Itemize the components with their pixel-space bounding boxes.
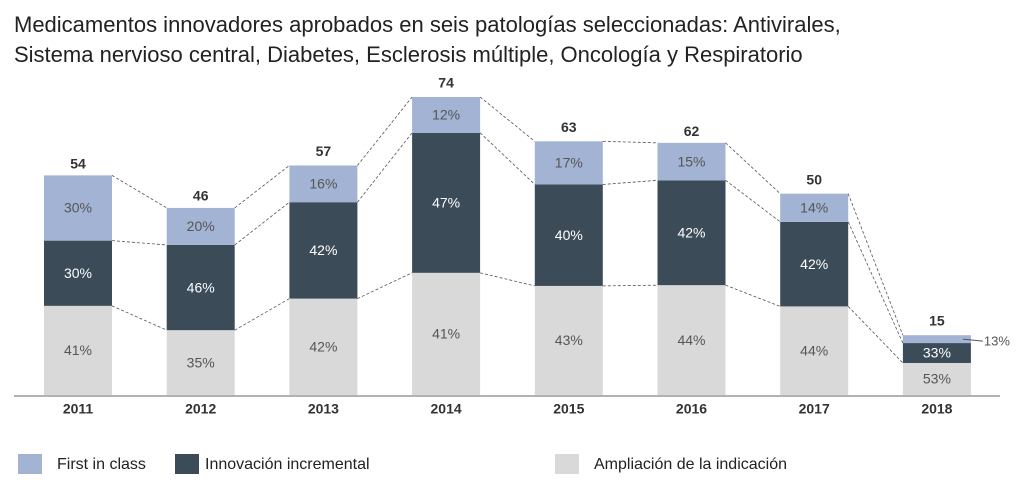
legend-swatch	[555, 454, 579, 474]
connector	[111, 305, 167, 331]
total-label: 74	[438, 75, 454, 91]
bar-segment	[534, 184, 603, 286]
value-label: 46%	[187, 279, 215, 295]
bar-segment	[412, 272, 481, 395]
connector	[357, 272, 413, 299]
total-label: 63	[561, 119, 577, 135]
bar-segment	[902, 335, 971, 344]
connector	[357, 96, 413, 166]
connector	[234, 298, 290, 331]
value-label: 35%	[187, 354, 215, 370]
bar-segment	[166, 330, 235, 395]
bar-segment	[44, 240, 112, 306]
bar-segment	[289, 298, 358, 395]
bar-segment	[780, 193, 849, 222]
value-label: 33%	[923, 345, 951, 361]
value-label: 12%	[432, 107, 460, 123]
value-label: 30%	[64, 200, 92, 216]
x-tick-label: 2011	[63, 401, 94, 417]
value-label: 30%	[64, 265, 92, 281]
connector	[602, 179, 658, 185]
chart-title: Sistema nervioso central, Diabetes, Escl…	[14, 42, 803, 67]
connector	[847, 221, 904, 344]
connector	[602, 140, 658, 144]
connector	[234, 201, 290, 246]
total-label: 57	[316, 143, 332, 159]
value-label: 53%	[923, 371, 951, 387]
total-label: 54	[70, 155, 86, 171]
total-label: 46	[193, 187, 209, 203]
value-label: 17%	[555, 155, 583, 171]
total-label: 15	[929, 312, 945, 328]
bar-segment	[289, 165, 358, 203]
chart-title: Medicamentos innovadores aprobados en se…	[14, 12, 841, 37]
bar-segment	[657, 142, 726, 181]
connector	[479, 96, 536, 142]
value-label: 16%	[309, 176, 337, 192]
bar-segment	[534, 141, 603, 185]
legend-label: First in class	[57, 456, 146, 473]
bar-segment	[44, 305, 112, 395]
legend-swatch	[18, 454, 42, 474]
total-label: 50	[806, 171, 822, 187]
x-tick-label: 2013	[308, 401, 339, 417]
value-label: 42%	[800, 256, 828, 272]
connector	[357, 132, 413, 203]
value-label: 42%	[309, 242, 337, 258]
connector	[479, 132, 536, 185]
value-label: 43%	[555, 332, 583, 348]
bar-segment	[902, 343, 971, 363]
connector	[847, 193, 904, 336]
x-tick-label: 2014	[431, 401, 462, 417]
bar-segment	[534, 285, 603, 395]
value-label: 44%	[677, 332, 705, 348]
connector	[234, 165, 290, 209]
connector	[480, 272, 535, 287]
value-label: 42%	[677, 224, 705, 240]
connector	[725, 142, 781, 194]
total-label: 62	[684, 123, 700, 139]
x-tick-label: 2017	[799, 401, 830, 417]
x-tick-label: 2018	[921, 401, 952, 417]
bar-segment	[166, 207, 235, 245]
connector	[111, 240, 167, 246]
bar-segment	[902, 362, 971, 395]
bar-segment	[657, 180, 726, 286]
label-leader	[962, 338, 983, 342]
bar-segment	[44, 175, 112, 241]
legend-label: Innovación incremental	[205, 456, 370, 473]
x-tick-label: 2015	[553, 401, 584, 417]
value-label: 13%	[984, 334, 1010, 349]
value-label: 14%	[800, 199, 828, 215]
bar-segment	[780, 221, 849, 307]
bar-segment	[412, 132, 481, 273]
bar-segment	[289, 202, 358, 299]
x-tick-label: 2012	[185, 401, 216, 417]
bar-segment	[412, 97, 481, 133]
x-tick-label: 2016	[676, 401, 707, 417]
bar-segment	[166, 244, 235, 331]
connector	[602, 284, 658, 287]
value-label: 47%	[432, 195, 460, 211]
connector	[847, 306, 904, 364]
value-label: 15%	[677, 153, 705, 169]
value-label: 20%	[187, 218, 215, 234]
legend-label: Ampliación de la indicación	[594, 456, 787, 473]
value-label: 40%	[555, 227, 583, 243]
value-label: 42%	[309, 339, 337, 355]
bar-segment	[780, 306, 849, 395]
connector	[111, 175, 167, 209]
connector	[725, 284, 781, 307]
bar-segment	[657, 285, 726, 395]
value-label: 41%	[432, 326, 460, 342]
connector	[725, 179, 781, 223]
value-label: 41%	[64, 342, 92, 358]
value-label: 44%	[800, 342, 828, 358]
legend-swatch	[175, 454, 199, 474]
